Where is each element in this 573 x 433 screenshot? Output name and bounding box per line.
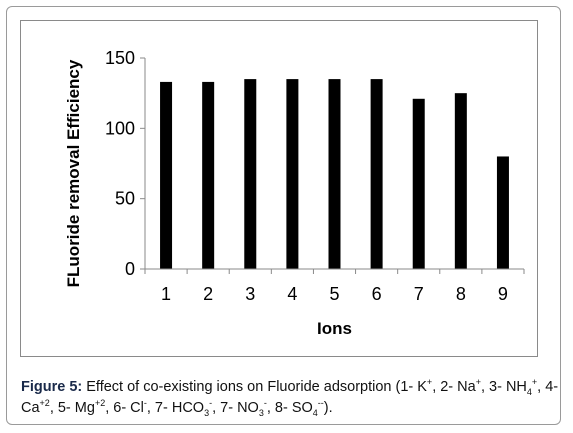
- caption-part: 3: [258, 407, 264, 418]
- caption-part: , 8- SO: [266, 400, 313, 416]
- caption-part: , 5- Mg: [49, 400, 95, 416]
- caption-part: , 7- HCO: [146, 400, 205, 416]
- x-tick-label: 4: [287, 284, 297, 304]
- x-tick-labels: 1 2 3 4 5 6 7 8 9: [161, 284, 508, 304]
- caption-part: , 4- Ca: [21, 379, 559, 416]
- caption-part: ).: [323, 400, 333, 416]
- caption-part: 3: [204, 407, 210, 418]
- caption-part: , 3- NH: [480, 379, 527, 395]
- caption-part: , 2- Na: [432, 379, 476, 395]
- bar-chart: FLuoride removal Efficiency 0 50 100 150 1 2…: [64, 48, 525, 338]
- x-tick-label: 9: [498, 284, 508, 304]
- x-tick-label: 3: [245, 284, 255, 304]
- caption-part: 4: [312, 407, 318, 418]
- x-tick-label: 7: [414, 284, 424, 304]
- caption-part: , 7- NO: [212, 400, 259, 416]
- caption-part: 4: [526, 386, 532, 397]
- y-axis-title-group: FLuoride removal Efficiency: [64, 59, 83, 287]
- caption-part: --: [317, 398, 324, 409]
- bar-1: [160, 81, 173, 269]
- axes: [140, 57, 525, 274]
- figure-frame: FLuoride removal Efficiency 0 50 100 150 1 2…: [6, 6, 561, 425]
- x-tick-label: 6: [372, 284, 382, 304]
- caption-text: Effect of co-existing ions on Fluoride a…: [21, 377, 559, 418]
- y-tick-label: 100: [105, 118, 135, 138]
- caption-part: , 6- Cl: [105, 400, 144, 416]
- caption-part: +2: [39, 398, 50, 409]
- bar-4: [286, 79, 299, 269]
- x-tick-label: 8: [456, 284, 466, 304]
- y-tick-label: 0: [125, 259, 135, 279]
- y-axis-title: FLuoride removal Efficiency: [64, 59, 83, 287]
- bars: [160, 79, 509, 270]
- caption-part: +: [475, 377, 481, 388]
- bar-8: [454, 93, 467, 270]
- caption-part: -: [143, 398, 147, 409]
- x-tick-label: 5: [329, 284, 339, 304]
- chart-area: FLuoride removal Efficiency 0 50 100 150 1 2…: [20, 20, 538, 357]
- y-tick-label: 50: [115, 189, 135, 209]
- bar-5: [328, 79, 341, 269]
- caption-label: Figure 5:: [21, 379, 83, 395]
- bar-7: [412, 98, 425, 269]
- x-axis-title-group: Ions: [317, 319, 352, 338]
- figure-caption: Figure 5: Effect of co-existing ions on …: [21, 377, 561, 419]
- x-axis-title: Ions: [317, 319, 352, 338]
- bar-3: [244, 79, 257, 269]
- x-tick-label: 1: [161, 284, 171, 304]
- y-tick-labels: 0 50 100 150: [105, 48, 135, 279]
- x-tick-label: 2: [203, 284, 213, 304]
- caption-part: -: [209, 398, 213, 409]
- caption-part: +2: [94, 398, 106, 409]
- caption-part: +: [531, 377, 538, 388]
- bar-9: [496, 156, 509, 269]
- caption-part: Effect of co-existing ions on Fluoride a…: [82, 379, 427, 395]
- caption-part: -: [263, 398, 267, 409]
- bar-6: [370, 79, 383, 269]
- bar-2: [202, 81, 215, 269]
- y-tick-label: 150: [105, 48, 135, 68]
- caption-part: +: [426, 377, 433, 388]
